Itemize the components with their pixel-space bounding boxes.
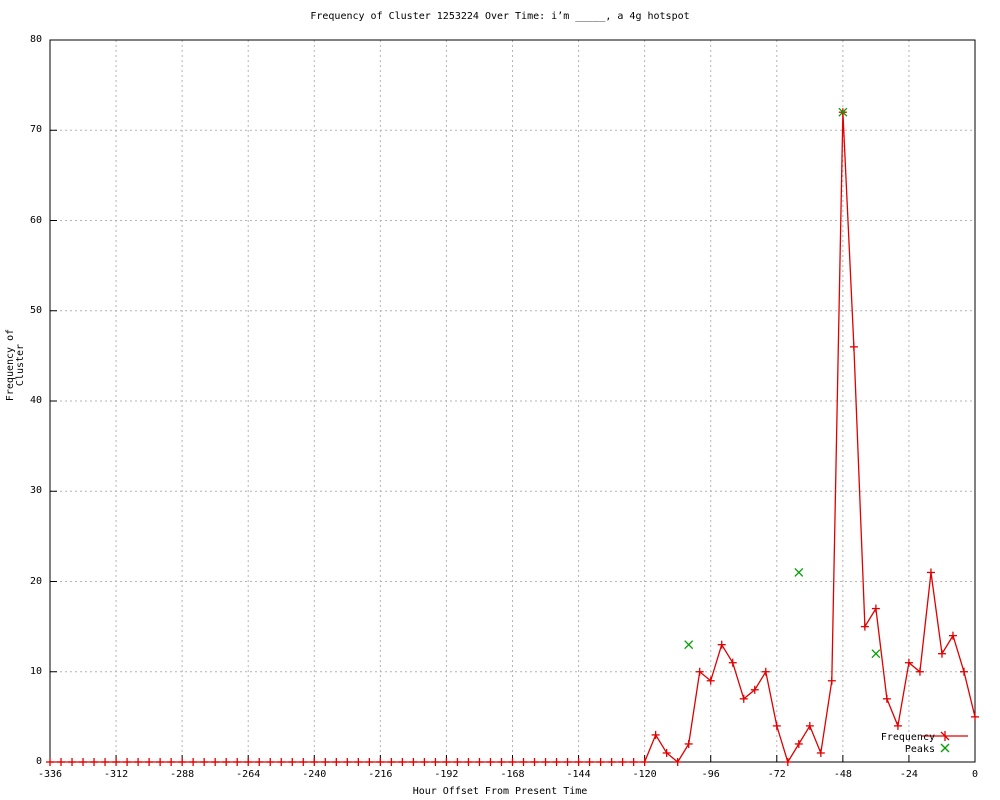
- x-tick-label: -72: [767, 769, 786, 780]
- x-axis-label: Hour Offset From Present Time: [412, 786, 588, 797]
- series-markers-frequency: [46, 108, 979, 766]
- legend-glyphs: [922, 731, 968, 753]
- series-markers-peaks: [684, 107, 881, 659]
- x-tick-label: -288: [170, 769, 195, 780]
- y-tick-label: 40: [29, 395, 42, 406]
- x-tick-label: -216: [368, 769, 393, 780]
- y-tick-label: 20: [29, 575, 42, 587]
- legend-label-peaks: Peaks: [904, 744, 935, 755]
- y-tick-label: 80: [29, 34, 42, 45]
- y-tick-label: 10: [29, 665, 42, 677]
- x-tick-label: -96: [701, 769, 720, 780]
- series-line-frequency: [50, 112, 976, 764]
- x-tick-label: -144: [566, 769, 591, 780]
- y-tick-label: 60: [29, 214, 42, 226]
- x-tick-label: -120: [632, 769, 657, 780]
- chart-title: Frequency of Cluster 1253224 Over Time: …: [310, 11, 690, 22]
- x-tick-label: -24: [899, 769, 918, 780]
- grid-lines: [50, 40, 975, 762]
- y-tick-label: 70: [29, 124, 42, 136]
- x-tick-label: -192: [434, 769, 459, 780]
- y-tick-label: 30: [29, 485, 42, 497]
- x-tick-label: -336: [37, 769, 63, 780]
- x-tick-label: -48: [833, 769, 852, 780]
- y-tick-label: 0: [35, 756, 42, 767]
- legend-label-frequency: Frequency: [880, 732, 935, 743]
- x-tick-label: -168: [500, 769, 525, 780]
- x-tick-label: 0: [971, 769, 979, 780]
- y-tick-label: 50: [29, 304, 42, 316]
- x-tick-label: -264: [236, 769, 261, 780]
- x-tick-label: -240: [302, 769, 327, 780]
- x-tick-label: -312: [104, 769, 129, 780]
